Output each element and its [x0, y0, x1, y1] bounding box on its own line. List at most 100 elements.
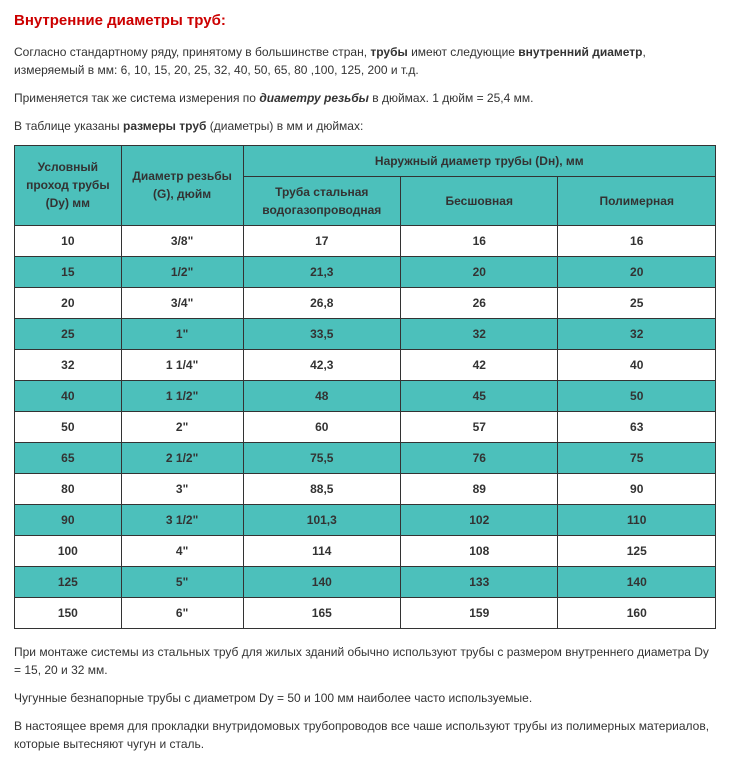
- text: Согласно стандартному ряду, принятому в …: [14, 45, 370, 59]
- cell-seamless: 26: [401, 287, 558, 318]
- cell-seamless: 32: [401, 318, 558, 349]
- cell-thread: 3 1/2": [121, 504, 243, 535]
- cell-thread: 1 1/4": [121, 349, 243, 380]
- cell-thread: 1 1/2": [121, 380, 243, 411]
- cell-dy: 125: [15, 566, 122, 597]
- text-bold: внутренний диаметр: [518, 45, 642, 59]
- cell-steel: 114: [243, 535, 400, 566]
- th-dy: Условный проход трубы (Dy) мм: [15, 145, 122, 225]
- table-row: 151/2"21,32020: [15, 256, 716, 287]
- cell-polymer: 40: [558, 349, 716, 380]
- cell-seamless: 108: [401, 535, 558, 566]
- cell-seamless: 57: [401, 411, 558, 442]
- cell-thread: 2": [121, 411, 243, 442]
- cell-polymer: 125: [558, 535, 716, 566]
- text: в дюймах. 1 дюйм = 25,4 мм.: [369, 91, 534, 105]
- cell-polymer: 140: [558, 566, 716, 597]
- cell-seamless: 42: [401, 349, 558, 380]
- cell-seamless: 45: [401, 380, 558, 411]
- cell-dy: 15: [15, 256, 122, 287]
- cell-seamless: 20: [401, 256, 558, 287]
- cell-thread: 3/8": [121, 225, 243, 256]
- cell-steel: 75,5: [243, 442, 400, 473]
- cell-dy: 100: [15, 535, 122, 566]
- text: (диаметры) в мм и дюймах:: [206, 119, 363, 133]
- text-bold: трубы: [370, 45, 407, 59]
- cell-steel: 48: [243, 380, 400, 411]
- cell-dy: 65: [15, 442, 122, 473]
- cell-dy: 150: [15, 597, 122, 628]
- cell-dy: 80: [15, 473, 122, 504]
- intro-paragraph-3: В таблице указаны размеры труб (диаметры…: [14, 117, 716, 135]
- cell-polymer: 75: [558, 442, 716, 473]
- text: В таблице указаны: [14, 119, 123, 133]
- cell-seamless: 102: [401, 504, 558, 535]
- table-row: 203/4"26,82625: [15, 287, 716, 318]
- cell-seamless: 133: [401, 566, 558, 597]
- page-title: Внутренние диаметры труб:: [14, 10, 716, 33]
- th-outer: Наружный диаметр трубы (Dн), мм: [243, 145, 715, 176]
- cell-dy: 10: [15, 225, 122, 256]
- note-paragraph-3: В настоящее время для прокладки внутридо…: [14, 717, 716, 753]
- cell-polymer: 25: [558, 287, 716, 318]
- cell-thread: 3": [121, 473, 243, 504]
- note-paragraph-1: При монтаже системы из стальных труб для…: [14, 643, 716, 679]
- cell-steel: 33,5: [243, 318, 400, 349]
- cell-polymer: 20: [558, 256, 716, 287]
- cell-polymer: 160: [558, 597, 716, 628]
- cell-steel: 140: [243, 566, 400, 597]
- cell-thread: 1/2": [121, 256, 243, 287]
- cell-polymer: 50: [558, 380, 716, 411]
- table-row: 652 1/2"75,57675: [15, 442, 716, 473]
- table-row: 502"605763: [15, 411, 716, 442]
- cell-steel: 21,3: [243, 256, 400, 287]
- cell-seamless: 16: [401, 225, 558, 256]
- table-row: 321 1/4"42,34240: [15, 349, 716, 380]
- th-polymer: Полимерная: [558, 176, 716, 225]
- table-row: 903 1/2"101,3102110: [15, 504, 716, 535]
- cell-thread: 5": [121, 566, 243, 597]
- cell-dy: 32: [15, 349, 122, 380]
- th-thread: Диаметр резьбы (G), дюйм: [121, 145, 243, 225]
- cell-seamless: 159: [401, 597, 558, 628]
- cell-dy: 40: [15, 380, 122, 411]
- cell-seamless: 89: [401, 473, 558, 504]
- table-body: 103/8"171616151/2"21,32020203/4"26,82625…: [15, 225, 716, 628]
- cell-thread: 6": [121, 597, 243, 628]
- text: Применяется так же система измерения по: [14, 91, 259, 105]
- cell-polymer: 16: [558, 225, 716, 256]
- cell-steel: 42,3: [243, 349, 400, 380]
- table-row: 1004"114108125: [15, 535, 716, 566]
- cell-dy: 25: [15, 318, 122, 349]
- cell-thread: 3/4": [121, 287, 243, 318]
- table-row: 803"88,58990: [15, 473, 716, 504]
- text-bold: размеры труб: [123, 119, 206, 133]
- table-row: 401 1/2"484550: [15, 380, 716, 411]
- text: имеют следующие: [408, 45, 519, 59]
- text-bold-italic: диаметру резьбы: [259, 91, 369, 105]
- cell-polymer: 32: [558, 318, 716, 349]
- intro-paragraph-2: Применяется так же система измерения по …: [14, 89, 716, 107]
- table-row: 103/8"171616: [15, 225, 716, 256]
- cell-polymer: 63: [558, 411, 716, 442]
- th-steel: Труба стальная водогазопроводная: [243, 176, 400, 225]
- cell-polymer: 90: [558, 473, 716, 504]
- intro-paragraph-1: Согласно стандартному ряду, принятому в …: [14, 43, 716, 79]
- cell-dy: 50: [15, 411, 122, 442]
- cell-steel: 60: [243, 411, 400, 442]
- cell-dy: 20: [15, 287, 122, 318]
- pipe-diameters-table: Условный проход трубы (Dy) мм Диаметр ре…: [14, 145, 716, 629]
- cell-steel: 88,5: [243, 473, 400, 504]
- cell-thread: 1": [121, 318, 243, 349]
- table-row: 1255"140133140: [15, 566, 716, 597]
- cell-polymer: 110: [558, 504, 716, 535]
- table-row: 251"33,53232: [15, 318, 716, 349]
- cell-thread: 4": [121, 535, 243, 566]
- cell-steel: 26,8: [243, 287, 400, 318]
- cell-steel: 165: [243, 597, 400, 628]
- th-seamless: Бесшовная: [401, 176, 558, 225]
- note-paragraph-2: Чугунные безнапорные трубы с диаметром D…: [14, 689, 716, 707]
- cell-steel: 17: [243, 225, 400, 256]
- cell-dy: 90: [15, 504, 122, 535]
- table-row: 1506"165159160: [15, 597, 716, 628]
